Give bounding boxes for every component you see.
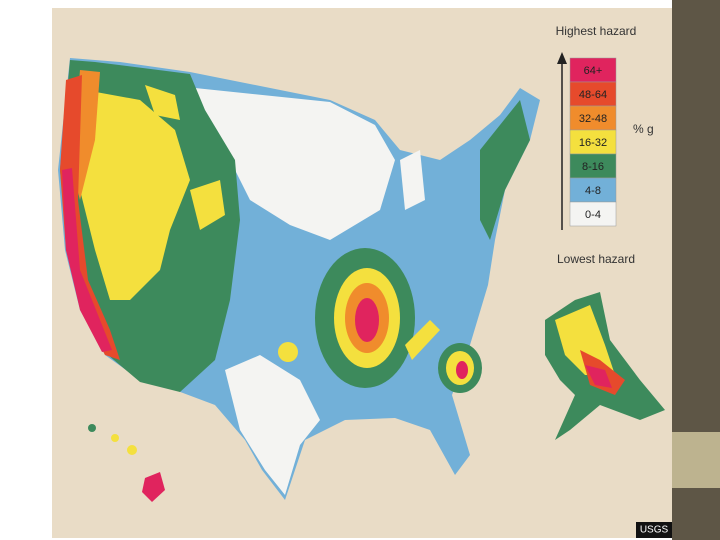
legend-label: 32-48	[579, 113, 607, 125]
legend-swatch	[569, 57, 617, 83]
legend-label: 4-8	[585, 185, 601, 197]
legend: 64+ 48-64 32-48 16-32 8-16 4-8 0-4	[569, 57, 617, 227]
hawaii	[88, 424, 96, 432]
map	[58, 58, 665, 502]
legend-label: 64+	[584, 65, 603, 77]
legend-unit: % g	[633, 122, 654, 136]
zone	[195, 88, 395, 240]
zone	[456, 361, 468, 379]
zone	[585, 365, 612, 388]
zone	[555, 305, 615, 375]
legend-label: 16-32	[579, 137, 607, 149]
zone	[355, 298, 379, 342]
credit-bg	[636, 522, 672, 538]
hawaii	[111, 434, 119, 442]
legend-label: 48-64	[579, 89, 607, 101]
zone	[62, 168, 112, 352]
credit: USGS	[640, 525, 669, 536]
zone	[405, 320, 440, 360]
legend-label: 8-16	[582, 161, 604, 173]
zone	[60, 75, 120, 360]
legend-swatch	[569, 81, 617, 107]
hawaii	[142, 472, 165, 502]
zone	[400, 150, 425, 210]
legend-title-high: Highest hazard	[556, 24, 637, 38]
legend-swatch	[569, 105, 617, 131]
legend-title-low: Lowest hazard	[557, 252, 635, 266]
legend-label: 0-4	[585, 209, 601, 221]
zone	[190, 180, 225, 230]
legend-swatch	[569, 177, 617, 203]
zone	[80, 90, 190, 300]
zone	[225, 355, 320, 495]
zone	[145, 85, 180, 120]
legend-swatch	[569, 201, 617, 227]
zone	[278, 342, 298, 362]
legend-arrowhead	[557, 52, 567, 64]
hawaii	[127, 445, 137, 455]
side-accent	[672, 432, 720, 488]
zone	[480, 100, 530, 240]
